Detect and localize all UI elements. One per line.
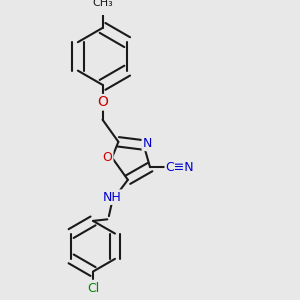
Text: CH₃: CH₃: [92, 0, 113, 8]
Text: NH: NH: [103, 191, 122, 204]
Text: O: O: [97, 95, 108, 109]
Text: C≡N: C≡N: [166, 160, 194, 174]
Text: Cl: Cl: [87, 282, 99, 296]
Text: N: N: [143, 137, 152, 150]
Text: O: O: [102, 151, 112, 164]
